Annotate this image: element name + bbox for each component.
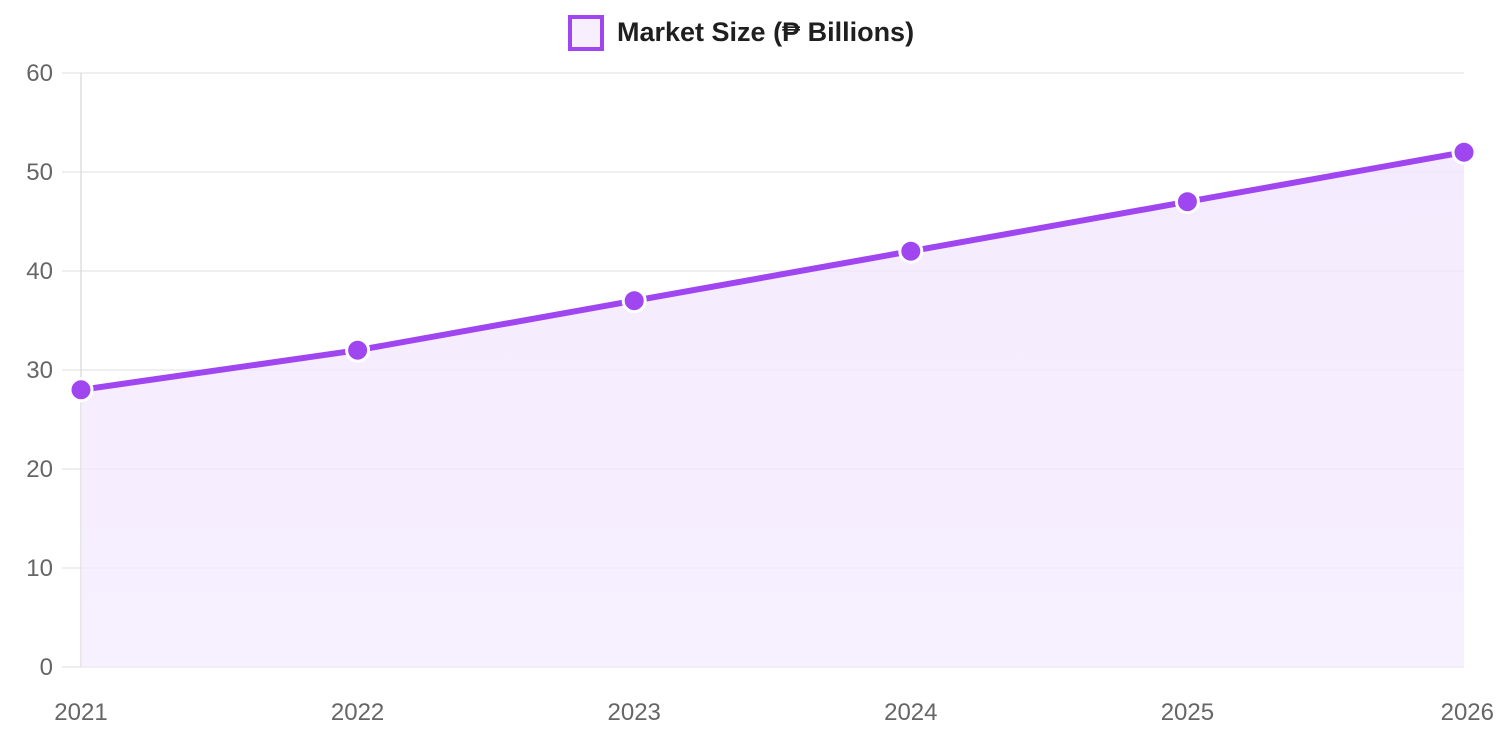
- y-tick-label: 20: [26, 456, 53, 483]
- series-line: [78, 149, 1467, 393]
- x-tick-label: 2025: [1161, 699, 1214, 726]
- line-layer: [78, 149, 1467, 393]
- data-point[interactable]: [68, 377, 94, 403]
- data-point[interactable]: [1451, 139, 1477, 165]
- x-tick-label: 2023: [608, 699, 661, 726]
- data-point[interactable]: [1174, 189, 1200, 215]
- x-tick-label: 2022: [331, 699, 384, 726]
- data-point[interactable]: [898, 238, 924, 264]
- y-axis-tick-labels: 0 10 20 30 40 50 60: [26, 60, 53, 681]
- legend-swatch[interactable]: [568, 15, 604, 51]
- x-tick-label: 2021: [54, 699, 107, 726]
- y-tick-label: 50: [26, 159, 53, 186]
- legend[interactable]: Market Size (₱ Billions): [568, 15, 914, 51]
- y-tick-label: 0: [40, 654, 53, 681]
- x-axis-tick-labels: 2021 2022 2023 2024 2025 2026: [54, 699, 1494, 726]
- x-tick-label: 2024: [884, 699, 937, 726]
- data-points: [68, 139, 1477, 403]
- legend-label[interactable]: Market Size (₱ Billions): [617, 17, 914, 47]
- x-tick-label: 2026: [1441, 699, 1494, 726]
- y-tick-label: 60: [26, 60, 53, 87]
- data-point[interactable]: [345, 337, 371, 363]
- y-tick-label: 30: [26, 357, 53, 384]
- area-fill-layer: [81, 152, 1464, 667]
- area-fill: [81, 152, 1464, 667]
- y-tick-label: 10: [26, 555, 53, 582]
- y-tick-label: 40: [26, 258, 53, 285]
- data-point[interactable]: [621, 288, 647, 314]
